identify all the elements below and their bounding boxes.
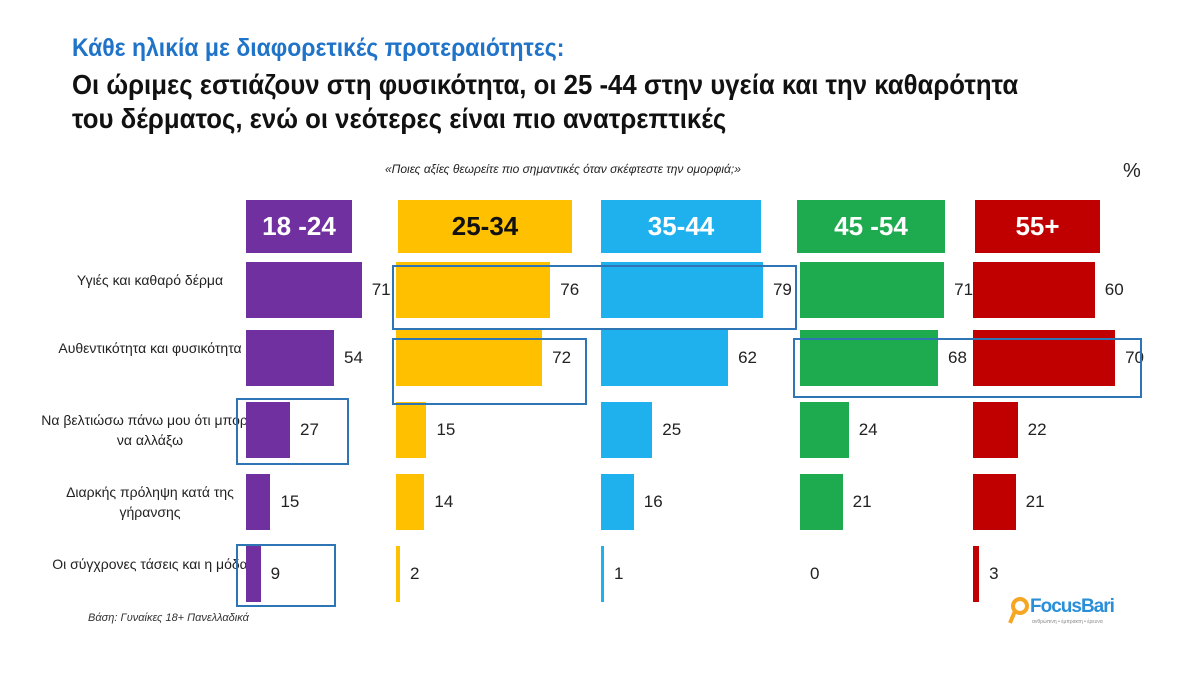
highlight-box [392,338,587,405]
focusbari-logo: FocusBari ανθρώπινη • έμπρακτη • έρευνα [1008,596,1115,631]
bar [601,474,634,530]
bar [973,262,1095,318]
data-label: 27 [300,420,319,439]
series-header: 25-34 [398,200,572,253]
bar [396,402,427,458]
data-label: 24 [858,420,878,439]
bar [973,546,980,602]
data-label: 72 [552,348,572,367]
data-label: 71 [371,280,391,299]
data-label: 62 [738,348,758,367]
data-label: 9 [270,564,281,583]
chart-title: Κάθε ηλικία με διαφορετικές προτεραιότητ… [72,34,565,62]
base-note: Βάση: Γυναίκες 18+ Πανελλαδικά [88,612,249,624]
bar [396,546,401,602]
logo-name: FocusBari [1030,596,1115,617]
data-label: 21 [852,492,872,511]
bar [601,402,653,458]
row-label: Υγιές και καθαρό δέρμα [76,272,224,288]
data-label: 71 [954,280,974,299]
bar [246,474,271,530]
data-label: 15 [280,492,300,511]
data-label: 60 [1104,280,1124,299]
chart-subtitle: Οι ώριμες εστιάζουν στη φυσικότητα, οι 2… [72,68,1066,136]
highlight-box [392,265,797,330]
data-label: 79 [772,280,792,299]
data-label: 2 [410,564,420,583]
bar [800,402,849,458]
data-label: 1 [614,564,624,583]
unit-label: % [1123,160,1141,182]
series-header: 55+ [975,200,1100,253]
bar [601,262,763,318]
bar [973,402,1018,458]
bar [973,474,1016,530]
bar [800,262,945,318]
bar [396,474,425,530]
data-label: 25 [662,420,682,439]
bar [246,546,261,602]
data-label: 16 [643,492,663,511]
data-label: 68 [948,348,967,367]
survey-question: «Ποιες αξίες θεωρείτε πιο σημαντικές ότα… [385,162,741,176]
logo-tagline: ανθρώπινη • έμπρακτη • έρευνα [1032,619,1103,625]
bar [800,474,843,530]
data-label: 15 [436,420,456,439]
data-label: 3 [989,564,999,583]
series-header: 35-44 [601,200,761,253]
data-label: 14 [434,492,454,511]
magnifier-icon [1008,597,1029,624]
series-header: 45 -54 [797,200,945,253]
data-label: 70 [1125,348,1145,367]
bar [396,262,551,318]
bar [246,330,335,386]
highlight-box [236,544,336,607]
data-label: 54 [344,348,363,367]
row-label: Αυθεντικότητα και φυσικότητα [58,340,242,356]
data-label: 76 [560,280,580,299]
bar [246,402,290,458]
row-label: Οι σύγχρονες τάσεις και η μόδα [52,556,248,572]
bar [601,546,604,602]
data-label: 0 [810,564,820,583]
highlight-box [793,338,1142,398]
series-header: 18 -24 [246,200,352,253]
row-label: Να βελτιώσω πάνω μου ότι μπορώ να αλλάξω [41,412,259,448]
subtitle-text: Οι ώριμες εστιάζουν στη φυσικότητα, οι 2… [72,69,1019,134]
bar [601,330,729,386]
highlight-box [236,398,349,465]
bar [246,262,362,318]
data-label: 22 [1027,420,1047,439]
data-label: 21 [1025,492,1045,511]
row-label: Διαρκής πρόληψη κατά της γήρανσης [66,484,234,520]
